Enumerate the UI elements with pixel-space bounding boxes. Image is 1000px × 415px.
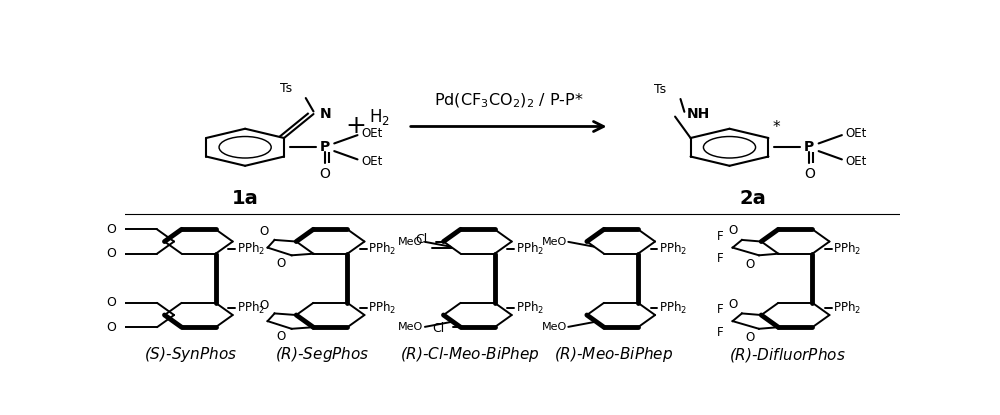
Text: MeO: MeO [398, 322, 423, 332]
Text: O: O [746, 331, 755, 344]
Text: O: O [729, 298, 738, 311]
Text: NH: NH [687, 107, 710, 121]
Text: ($R$)-Meo-BiPhep: ($R$)-Meo-BiPhep [554, 345, 673, 364]
Text: H$_2$: H$_2$ [369, 107, 390, 127]
Text: Cl: Cl [415, 233, 427, 247]
Text: 1a: 1a [232, 189, 258, 208]
Text: PPh$_2$: PPh$_2$ [368, 241, 397, 256]
Text: MeO: MeO [398, 237, 423, 247]
Text: PPh$_2$: PPh$_2$ [516, 300, 544, 316]
Text: O: O [106, 321, 116, 334]
Text: PPh$_2$: PPh$_2$ [237, 241, 265, 256]
Text: 2a: 2a [739, 189, 766, 208]
Text: ($R$)-Cl-Meo-BiPhep: ($R$)-Cl-Meo-BiPhep [400, 345, 540, 364]
Text: ($R$)-DifluorPhos: ($R$)-DifluorPhos [729, 346, 846, 364]
Text: PPh$_2$: PPh$_2$ [833, 300, 862, 316]
Text: O: O [106, 296, 116, 309]
Text: OEt: OEt [846, 154, 867, 168]
Text: F: F [717, 230, 723, 243]
Text: ($R$)-SegPhos: ($R$)-SegPhos [275, 345, 370, 364]
Text: PPh$_2$: PPh$_2$ [833, 241, 862, 256]
Text: *: * [772, 120, 780, 135]
Text: Pd(CF$_3$CO$_2$)$_2$ / P-P*: Pd(CF$_3$CO$_2$)$_2$ / P-P* [434, 92, 583, 110]
Text: O: O [259, 299, 268, 312]
Text: F: F [717, 252, 723, 266]
Text: P: P [320, 140, 330, 154]
Text: Ts: Ts [280, 82, 292, 95]
Text: O: O [259, 225, 268, 238]
Text: PPh$_2$: PPh$_2$ [237, 300, 265, 316]
Text: ($S$)-SynPhos: ($S$)-SynPhos [144, 345, 238, 364]
Text: PPh$_2$: PPh$_2$ [659, 241, 687, 256]
Text: N: N [320, 107, 331, 121]
Text: F: F [717, 326, 723, 339]
Text: OEt: OEt [361, 154, 383, 168]
Text: O: O [276, 330, 285, 343]
Text: OEt: OEt [846, 127, 867, 140]
Text: O: O [106, 247, 116, 260]
Text: MeO: MeO [542, 322, 567, 332]
Text: P: P [804, 140, 814, 154]
Text: F: F [717, 303, 723, 316]
Text: OEt: OEt [361, 127, 383, 140]
Text: O: O [106, 223, 116, 236]
Text: +: + [346, 115, 366, 139]
Text: O: O [320, 167, 330, 181]
Text: PPh$_2$: PPh$_2$ [516, 241, 544, 256]
Text: PPh$_2$: PPh$_2$ [659, 300, 687, 316]
Text: PPh$_2$: PPh$_2$ [368, 300, 397, 316]
Text: Cl: Cl [432, 322, 444, 335]
Text: Ts: Ts [654, 83, 667, 96]
Text: O: O [804, 167, 815, 181]
Text: O: O [276, 257, 285, 270]
Text: O: O [729, 225, 738, 237]
Text: O: O [746, 258, 755, 271]
Text: MeO: MeO [542, 237, 567, 247]
